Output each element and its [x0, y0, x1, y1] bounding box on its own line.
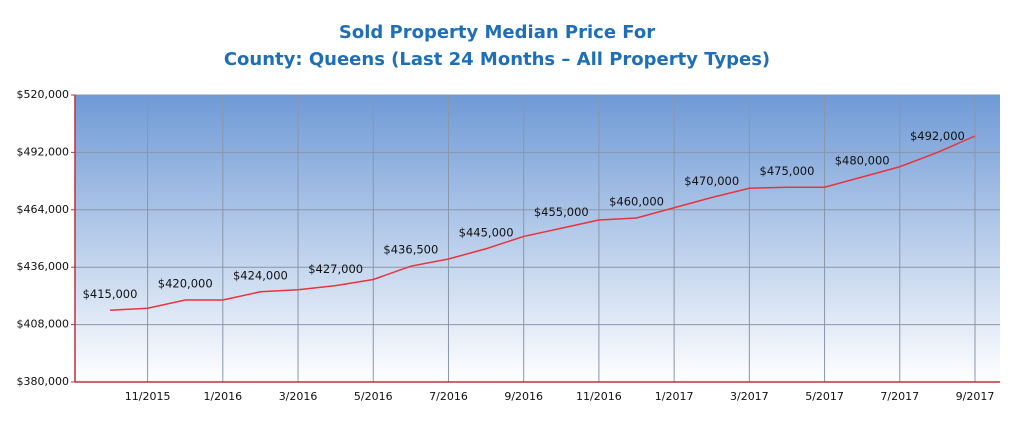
value-label: $436,500: [383, 243, 438, 257]
y-tick-label: $520,000: [17, 88, 70, 101]
x-tick-label: 11/2016: [576, 390, 622, 403]
x-tick-label: 3/2016: [279, 390, 318, 403]
y-tick-label: $380,000: [17, 375, 70, 388]
value-label: $480,000: [835, 154, 890, 168]
value-label: $492,000: [910, 129, 965, 143]
x-tick-label: 1/2017: [655, 390, 694, 403]
x-tick-label: 5/2016: [354, 390, 393, 403]
x-tick-label: 11/2015: [125, 390, 171, 403]
value-label: $424,000: [233, 268, 288, 282]
y-tick-label: $408,000: [17, 318, 70, 331]
x-tick-label: 3/2017: [730, 390, 769, 403]
value-label: $420,000: [158, 277, 213, 291]
x-tick-label: 7/2017: [880, 390, 919, 403]
x-tick-label: 5/2017: [805, 390, 844, 403]
y-tick-label: $492,000: [17, 145, 70, 158]
plot-area: [75, 95, 1000, 382]
x-tick-label: 1/2016: [203, 390, 242, 403]
y-tick-label: $464,000: [17, 203, 70, 216]
chart-subtitle: County: Queens (Last 24 Months – All Pro…: [224, 49, 770, 70]
chart-title: Sold Property Median Price For: [339, 22, 655, 43]
value-label: $415,000: [83, 287, 138, 301]
y-tick-label: $436,000: [17, 260, 70, 273]
value-label: $427,000: [308, 262, 363, 276]
x-tick-label: 9/2017: [956, 390, 995, 403]
value-label: $475,000: [760, 164, 815, 178]
x-tick-label: 9/2016: [504, 390, 543, 403]
value-label: $455,000: [534, 205, 589, 219]
data-line: [109, 135, 976, 311]
value-label: $445,000: [459, 225, 514, 239]
value-label: $460,000: [609, 195, 664, 209]
value-label: $470,000: [684, 174, 739, 188]
x-tick-label: 7/2016: [429, 390, 468, 403]
